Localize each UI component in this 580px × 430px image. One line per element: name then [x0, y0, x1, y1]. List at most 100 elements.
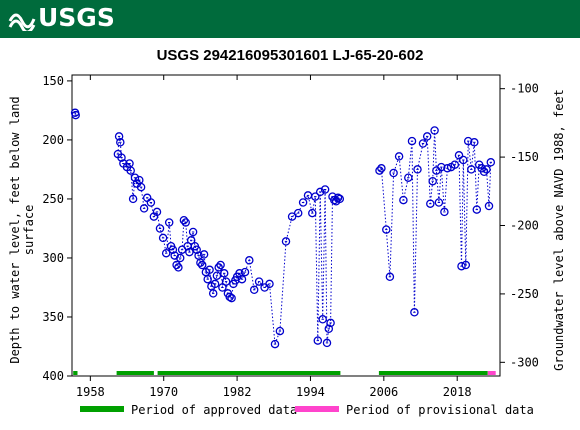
legend: Period of approved data Period of provis…: [80, 403, 534, 417]
data-point: [227, 293, 236, 303]
data-point: [375, 166, 384, 175]
data-point: [434, 198, 444, 207]
data-point: [128, 194, 138, 204]
chart-title: USGS 294216095301601 LJ-65-20-602: [157, 47, 424, 64]
data-point: [486, 158, 496, 167]
y-tick-label-left: 150: [42, 74, 64, 88]
data-point: [216, 260, 225, 270]
data-point: [181, 218, 190, 227]
data-point: [333, 193, 343, 203]
data-point: [237, 274, 247, 284]
approval-bar-approved: [378, 371, 488, 375]
data-point: [71, 110, 80, 120]
data-point: [430, 126, 439, 135]
data-point: [158, 233, 168, 243]
data-point: [275, 326, 285, 336]
data-point: [114, 132, 124, 141]
x-axis: 1958 1970 1982 1994 2006 2018: [76, 75, 472, 399]
data-point: [467, 165, 476, 174]
data-point: [484, 201, 494, 211]
data-point: [320, 185, 330, 194]
data-point: [245, 256, 254, 265]
x-tick-label: 1958: [76, 385, 105, 399]
data-point: [174, 263, 183, 272]
data-point: [470, 138, 479, 147]
data-point: [179, 215, 189, 225]
data-point: [212, 271, 222, 280]
usgs-logo-text: USGS: [38, 3, 115, 32]
y-tick-label-left: 400: [42, 369, 64, 383]
data-point: [293, 208, 303, 218]
y-tick-label-left: 350: [42, 310, 64, 324]
y-tick-label-right: -200: [510, 219, 539, 233]
data-point: [185, 247, 194, 257]
usgs-banner: USGS: [0, 0, 580, 38]
y-tick-label-left: 200: [42, 133, 64, 147]
data-point: [377, 164, 386, 173]
x-tick-label: 2018: [443, 385, 472, 399]
data-point: [426, 199, 435, 208]
data-point: [385, 272, 395, 282]
approval-bars: [73, 371, 496, 375]
data-point: [186, 236, 196, 245]
y-tick-label-right: -150: [510, 150, 539, 164]
data-point: [410, 308, 419, 317]
data-point: [219, 269, 229, 278]
data-point: [188, 227, 198, 237]
data-point: [155, 224, 165, 233]
data-lines: [74, 112, 492, 345]
data-point: [126, 166, 135, 175]
y-tick-label-left: 300: [42, 251, 64, 265]
data-point: [457, 261, 466, 271]
data-point: [175, 253, 185, 263]
data-point: [461, 260, 471, 270]
data-point: [318, 315, 327, 324]
data-point: [443, 164, 452, 173]
data-point: [130, 173, 140, 182]
data-point: [136, 182, 146, 192]
data-point: [265, 279, 274, 289]
y-axis-left-label-line1: Depth to water level, feet below land: [8, 96, 22, 363]
y-tick-label-right: -250: [510, 287, 539, 301]
data-point: [172, 260, 181, 270]
series-line-1: [117, 136, 341, 345]
data-point: [482, 165, 491, 174]
y-axis-left-label-line2: surface: [22, 205, 36, 256]
approval-bar-approved: [73, 371, 78, 375]
data-point: [214, 263, 223, 272]
data-point: [298, 198, 308, 207]
legend-label-approved: Period of approved data: [131, 403, 297, 417]
data-point: [472, 205, 482, 214]
legend-swatch-provisional: [295, 406, 339, 412]
data-point: [437, 162, 446, 172]
data-point: [413, 165, 422, 174]
data-point: [394, 152, 404, 161]
y-tick-label-right: -300: [510, 355, 539, 369]
data-point: [168, 245, 178, 254]
data-point: [287, 212, 297, 221]
data-point: [322, 338, 332, 348]
data-point: [203, 274, 212, 284]
data-point: [270, 339, 280, 349]
data-point: [459, 155, 468, 165]
data-point: [308, 208, 317, 218]
data-point: [240, 267, 250, 277]
data-point: [315, 187, 325, 197]
data-point: [335, 194, 345, 204]
data-point: [479, 167, 489, 177]
data-points: [70, 108, 496, 349]
data-point: [418, 139, 428, 148]
data-point: [170, 251, 179, 260]
data-point: [164, 218, 174, 227]
data-point: [116, 138, 125, 147]
data-point: [161, 248, 171, 258]
data-point: [281, 237, 291, 246]
data-point: [463, 136, 473, 146]
data-point: [254, 277, 264, 286]
x-tick-label: 1982: [223, 385, 252, 399]
y-tick-label-right: -100: [510, 82, 539, 96]
data-point: [249, 285, 259, 295]
data-point: [382, 225, 391, 234]
y-axis-right-label: Groundwater level above NAVD 1988, feet: [552, 89, 566, 371]
